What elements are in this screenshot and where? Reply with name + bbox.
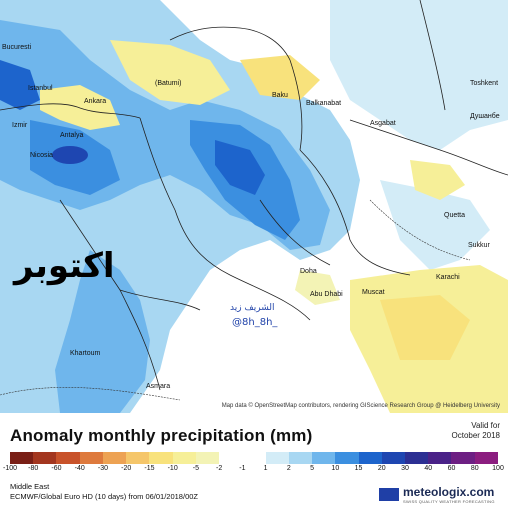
color-scale-bar bbox=[10, 452, 498, 464]
tick-label: 1 bbox=[263, 465, 268, 472]
tick-label: 5 bbox=[310, 465, 315, 472]
city-label-ankara: Ankara bbox=[84, 98, 107, 105]
anomaly-area-yellow-caspian bbox=[240, 55, 320, 100]
color-swatch bbox=[404, 452, 429, 464]
model-run-label: ECMWF/Global Euro HD (10 days) from 06/0… bbox=[10, 492, 198, 501]
color-swatch bbox=[102, 452, 127, 464]
anomaly-area-deep-blue-sea bbox=[0, 60, 40, 110]
city-label-toshkent: Toshkent bbox=[470, 80, 499, 87]
anomaly-area-deep-blue bbox=[215, 140, 265, 195]
color-swatch bbox=[474, 452, 498, 464]
tick-label: 30 bbox=[401, 465, 409, 472]
chart-title: Anomaly monthly precipitation (mm) bbox=[10, 426, 313, 445]
tick-label: -2 bbox=[216, 465, 223, 472]
anomaly-area-yellow-caucasus bbox=[110, 40, 230, 105]
color-swatch bbox=[10, 452, 34, 464]
city-label-nicosia: Nicosia bbox=[30, 152, 53, 159]
tick-label: -60 bbox=[51, 465, 62, 472]
meteologix-logo[interactable]: meteologix.com SWISS QUALITY WEATHER FOR… bbox=[403, 485, 495, 504]
anomaly-area-yellow-turkey bbox=[40, 85, 120, 130]
color-swatch bbox=[79, 452, 103, 464]
tick-label: 60 bbox=[447, 465, 456, 472]
tick-label: 40 bbox=[424, 465, 433, 472]
city-label-baku: Baku bbox=[272, 92, 288, 99]
tick-label: 15 bbox=[354, 465, 363, 472]
city-label-balkanabat: Balkanabat bbox=[306, 100, 342, 107]
city-label-dushanbe: Душанбе bbox=[470, 113, 500, 120]
city-label-izmir: Izmir bbox=[12, 122, 28, 129]
tick-label: -1 bbox=[239, 465, 246, 472]
color-swatch bbox=[335, 452, 359, 464]
overlay-month-arabic: اكتوبر bbox=[14, 246, 115, 286]
color-swatch bbox=[451, 452, 475, 464]
color-scale-ticks: -100 -80 -60 -40 -30 -20 -15 -10 -5 -2 -1 1 2 5 10 15 20… bbox=[3, 465, 504, 475]
valid-line1: Valid for bbox=[471, 421, 500, 430]
anomaly-area-light-blue-north bbox=[330, 0, 508, 150]
brand-name: meteologix.com bbox=[403, 485, 495, 499]
color-swatch bbox=[33, 452, 57, 464]
anomaly-area-light-blue-east bbox=[380, 180, 490, 270]
anomaly-area-yellow-iran bbox=[410, 160, 465, 200]
tick-label: -10 bbox=[167, 465, 178, 472]
valid-for: Valid for October 2018 bbox=[452, 421, 500, 441]
overlay-handle-arabic: الشريف زيد bbox=[230, 303, 275, 313]
city-label-quetta: Quetta bbox=[444, 212, 466, 219]
valid-line2: October 2018 bbox=[451, 431, 500, 440]
color-swatch bbox=[56, 452, 80, 464]
map-attribution: Map data © OpenStreetMap contributors, r… bbox=[221, 403, 500, 409]
color-swatch bbox=[149, 452, 173, 464]
tick-label: 80 bbox=[470, 465, 479, 472]
city-label-karachi: Karachi bbox=[436, 274, 460, 281]
tick-label: -20 bbox=[121, 465, 132, 472]
color-swatch bbox=[288, 452, 313, 464]
tick-label: 20 bbox=[377, 465, 386, 472]
color-swatch bbox=[126, 452, 150, 464]
tick-label: -100 bbox=[2, 465, 18, 472]
city-label-asmara: Asmara bbox=[146, 383, 171, 390]
city-label-bucuresti: Bucuresti bbox=[2, 44, 32, 51]
precipitation-anomaly-map bbox=[0, 0, 508, 413]
city-label-antalya: Antalya bbox=[60, 132, 84, 139]
color-swatch bbox=[172, 452, 196, 464]
city-label-asgabat: Asgabat bbox=[370, 120, 396, 127]
color-swatch bbox=[428, 452, 452, 464]
tick-label: -5 bbox=[192, 465, 200, 472]
city-label-muscat: Muscat bbox=[362, 289, 385, 296]
anomaly-area-blue-red-sea bbox=[55, 250, 150, 413]
color-swatch bbox=[358, 452, 382, 464]
tick-label: -80 bbox=[28, 465, 39, 472]
eu-flag-icon bbox=[379, 488, 399, 501]
tick-label: 100 bbox=[492, 465, 504, 472]
tick-label: -40 bbox=[74, 465, 85, 472]
color-swatch bbox=[381, 452, 405, 464]
color-swatch bbox=[242, 452, 266, 464]
brand-tagline: SWISS QUALITY WEATHER FORECASTING bbox=[403, 499, 495, 504]
city-label-sukkur: Sukkur bbox=[468, 242, 490, 249]
region-label: Middle East bbox=[10, 482, 50, 491]
city-label-abu-dhabi: Abu Dhabi bbox=[310, 291, 343, 298]
tick-label: -30 bbox=[97, 465, 108, 472]
overlay-handle: @8h_8h_ bbox=[232, 317, 278, 328]
anomaly-area-yellow-arabia-core bbox=[380, 295, 470, 360]
tick-label: 2 bbox=[286, 465, 291, 472]
color-swatch bbox=[312, 452, 336, 464]
tick-label: 10 bbox=[331, 465, 340, 472]
city-label-doha: Doha bbox=[300, 268, 317, 275]
city-label-khartoum: Khartoum bbox=[70, 350, 101, 357]
anomaly-area-yellow-gulf bbox=[295, 270, 340, 305]
city-label-istanbul: Istanbul bbox=[28, 85, 53, 92]
color-swatch bbox=[265, 452, 289, 464]
tick-label: -15 bbox=[144, 465, 155, 472]
city-label-batumi: (Batumi) bbox=[155, 80, 182, 87]
color-swatch bbox=[219, 452, 243, 464]
color-swatch bbox=[195, 452, 220, 464]
